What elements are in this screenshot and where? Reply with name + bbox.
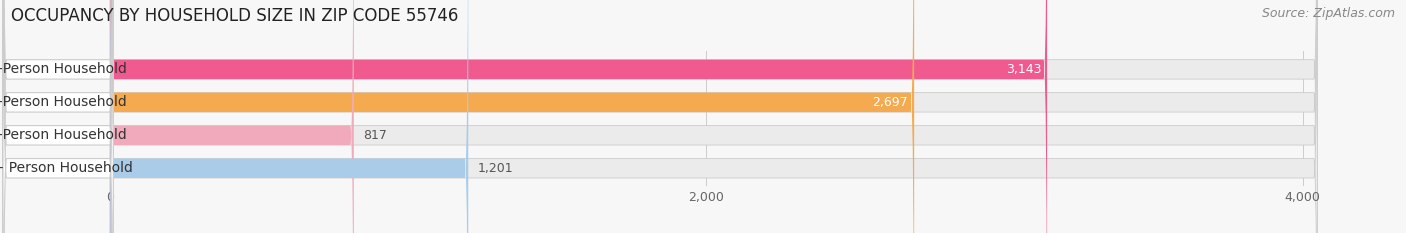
FancyBboxPatch shape (110, 0, 914, 233)
FancyBboxPatch shape (110, 0, 1317, 233)
Text: Source: ZipAtlas.com: Source: ZipAtlas.com (1261, 7, 1395, 20)
Text: 2,697: 2,697 (873, 96, 908, 109)
FancyBboxPatch shape (110, 0, 468, 233)
FancyBboxPatch shape (110, 0, 354, 233)
FancyBboxPatch shape (3, 0, 114, 233)
FancyBboxPatch shape (110, 0, 1317, 233)
Text: 1-Person Household: 1-Person Household (0, 62, 127, 76)
Text: 4+ Person Household: 4+ Person Household (0, 161, 132, 175)
Text: 2-Person Household: 2-Person Household (0, 95, 127, 109)
Text: OCCUPANCY BY HOUSEHOLD SIZE IN ZIP CODE 55746: OCCUPANCY BY HOUSEHOLD SIZE IN ZIP CODE … (11, 7, 458, 25)
FancyBboxPatch shape (110, 0, 1317, 233)
FancyBboxPatch shape (110, 0, 1047, 233)
Text: 817: 817 (363, 129, 387, 142)
Text: 3-Person Household: 3-Person Household (0, 128, 127, 142)
FancyBboxPatch shape (3, 0, 114, 233)
Text: 3,143: 3,143 (1005, 63, 1040, 76)
FancyBboxPatch shape (3, 0, 114, 233)
FancyBboxPatch shape (3, 0, 114, 233)
FancyBboxPatch shape (110, 0, 1317, 233)
Text: 1,201: 1,201 (477, 162, 513, 175)
